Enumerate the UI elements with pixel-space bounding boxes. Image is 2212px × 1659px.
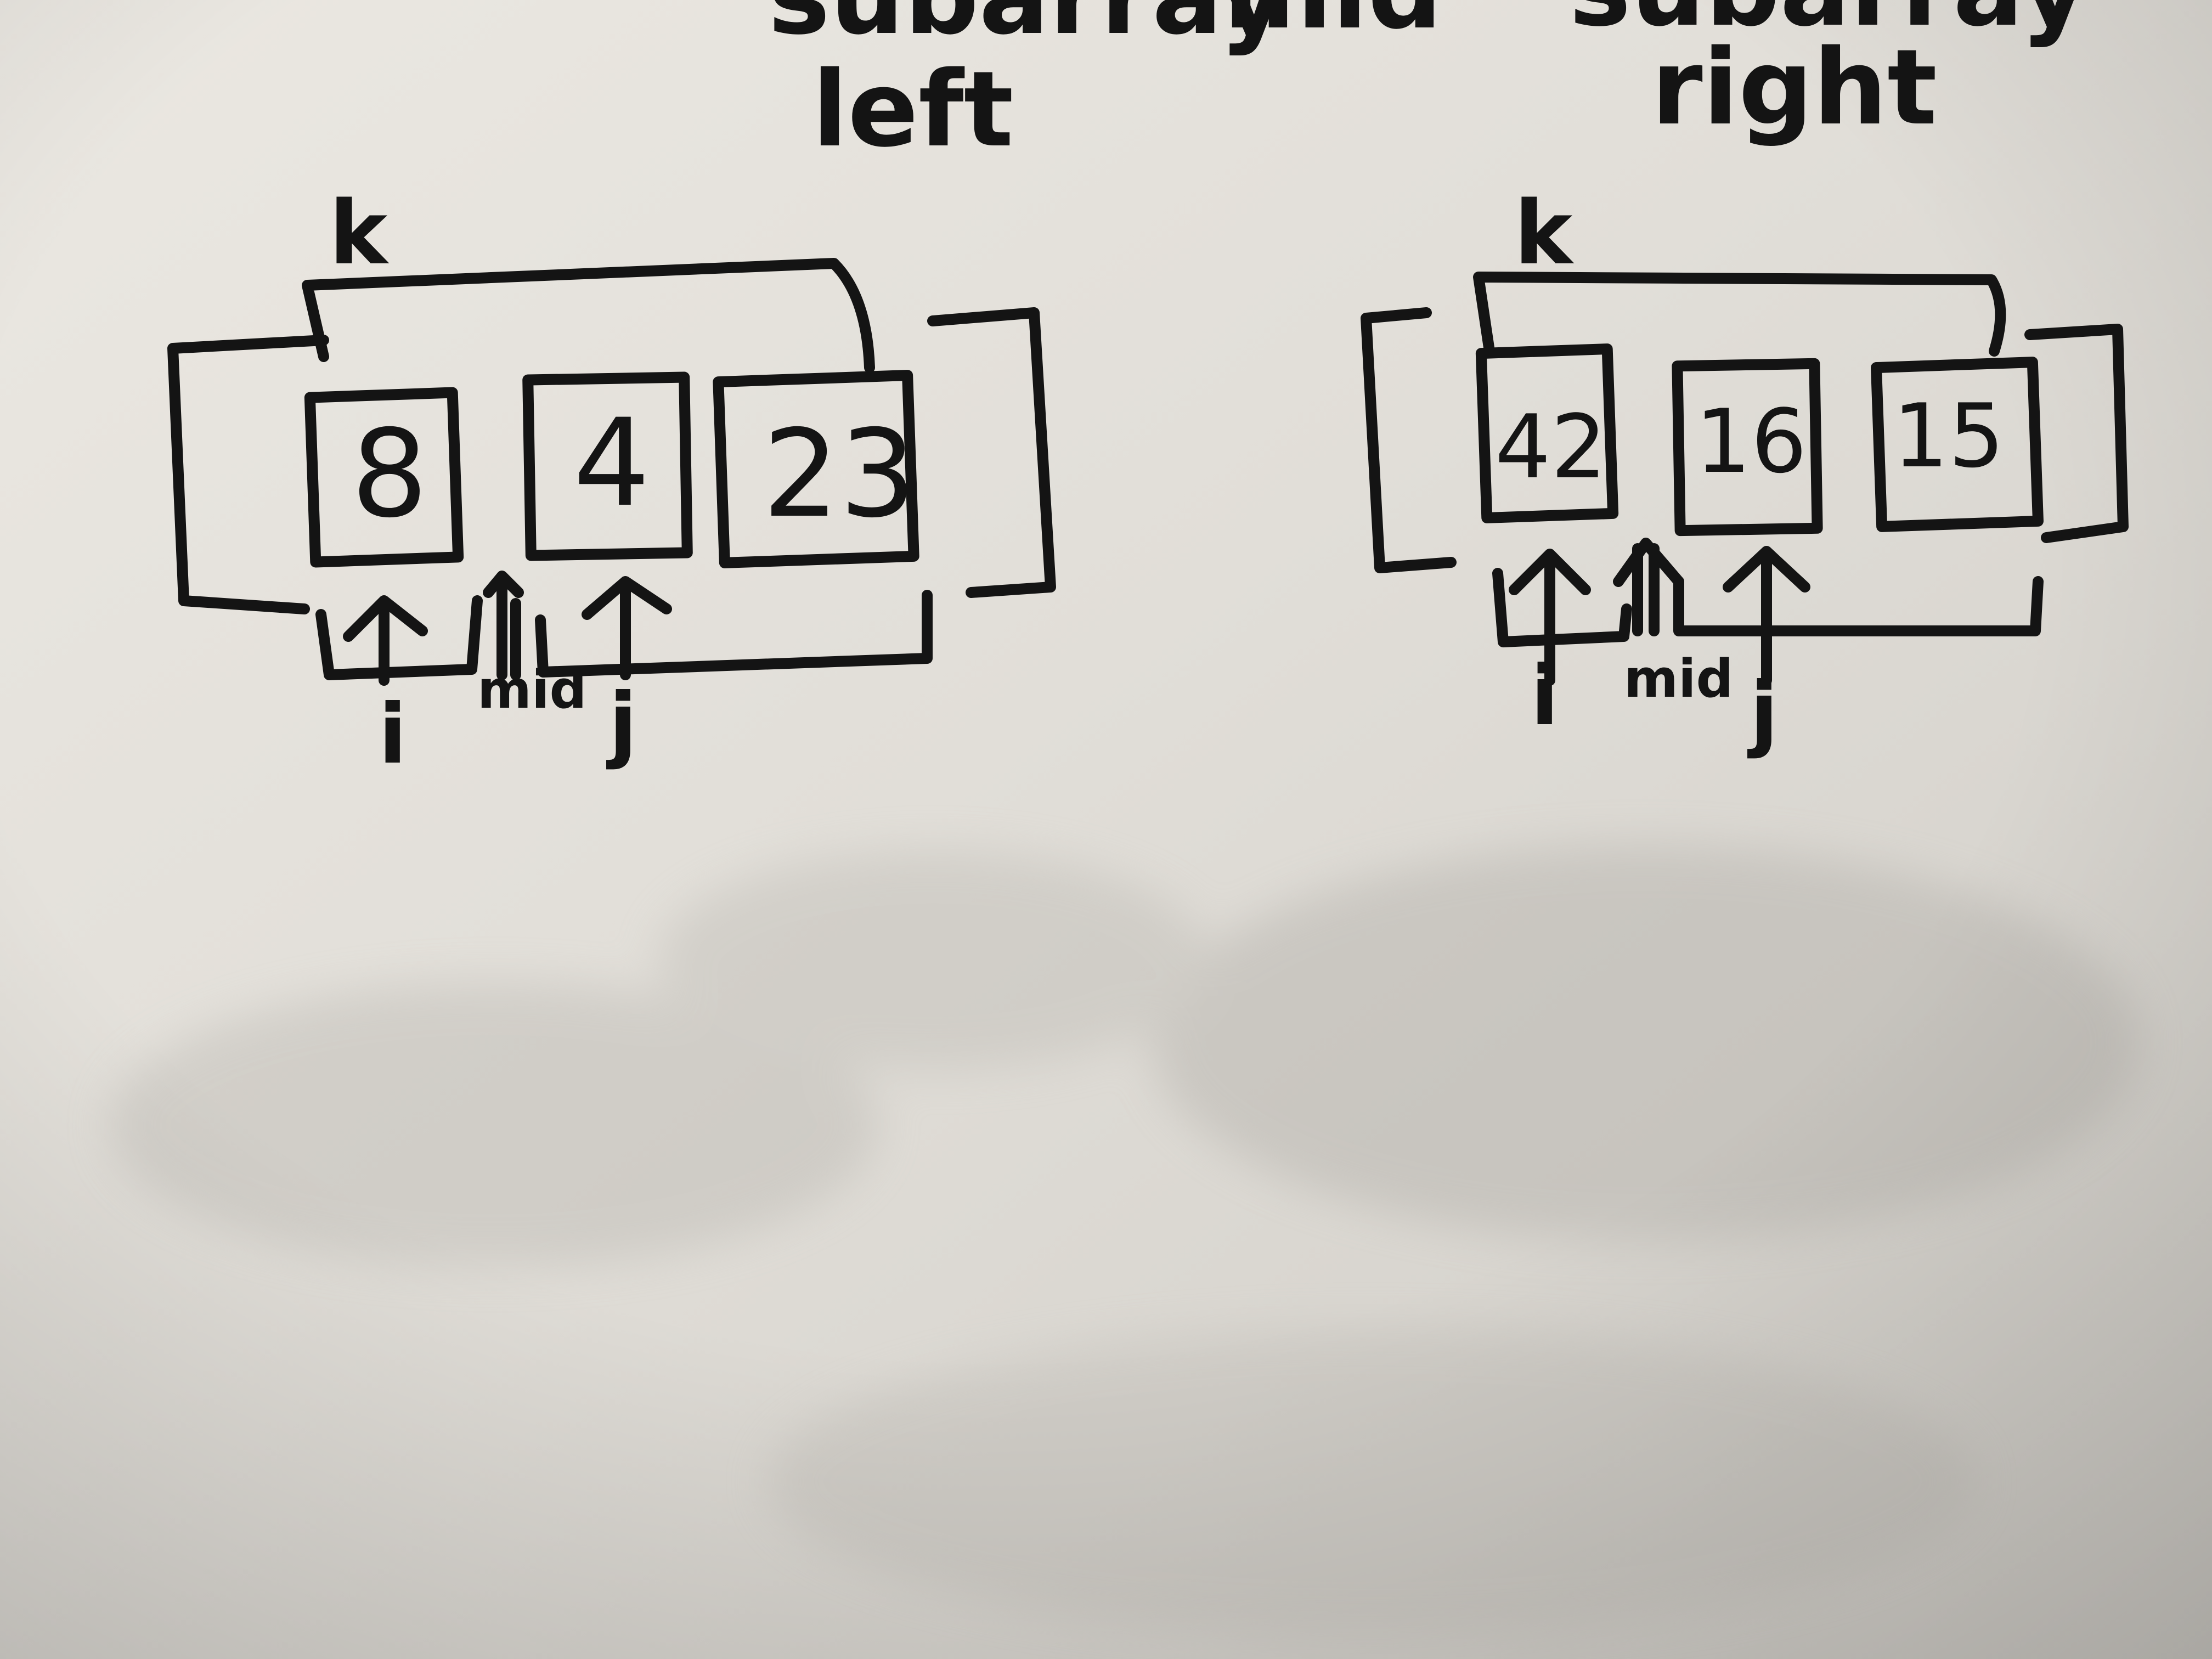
right-bottom-bracket bbox=[1492, 568, 2044, 647]
right-cell-1 bbox=[1475, 343, 1619, 523]
left-pointer-i: i bbox=[379, 687, 407, 782]
left-pointer-j: j bbox=[606, 676, 637, 771]
left-cell-2 bbox=[522, 371, 693, 561]
left-cell-3 bbox=[713, 370, 919, 568]
left-k-bracket bbox=[302, 258, 875, 373]
left-cell-1 bbox=[304, 387, 464, 568]
left-value-1: 8 bbox=[351, 404, 428, 544]
right-pointer-i: i bbox=[1531, 648, 1559, 744]
right-k-label: k bbox=[1514, 182, 1575, 284]
header-right-label: right bbox=[1651, 27, 1937, 148]
right-cell-2 bbox=[1672, 358, 1823, 537]
right-pointer-i-arrow bbox=[1509, 549, 1591, 686]
right-value-3: 15 bbox=[1893, 385, 2005, 487]
left-pointer-i-arrow bbox=[343, 595, 428, 686]
left-bottom-bracket bbox=[315, 590, 933, 680]
header-word-mid: mid bbox=[1223, 0, 1442, 52]
header-left-label: left bbox=[812, 49, 1013, 170]
header-word-subarray-left: subarray bbox=[768, 0, 1287, 58]
right-pointer-j-arrow bbox=[1723, 546, 1810, 686]
left-diagram: k 8 4 23 i mid j bbox=[167, 182, 1056, 782]
left-pointer-mid: mid bbox=[477, 660, 587, 720]
right-value-1: 42 bbox=[1495, 396, 1607, 498]
header-cut-words: subarray mid subarray bbox=[768, 0, 2088, 58]
left-pointer-j-arrow bbox=[582, 576, 672, 680]
right-array-bracket-close bbox=[2024, 324, 2129, 543]
left-array-bracket-close bbox=[927, 307, 1056, 598]
header-word-subarray-right: subarray bbox=[1569, 0, 2088, 49]
right-k-bracket bbox=[1473, 272, 2006, 357]
right-pointer-mid: mid bbox=[1624, 649, 1734, 709]
right-cell-3 bbox=[1871, 357, 2044, 532]
left-value-3: 23 bbox=[763, 404, 916, 544]
right-diagram: k 42 16 15 i mid j bbox=[1361, 182, 2129, 760]
right-array-bracket-open bbox=[1361, 307, 1457, 573]
left-array-bracket-open bbox=[167, 335, 329, 614]
right-value-2: 16 bbox=[1695, 390, 1807, 493]
right-pointer-j: j bbox=[1747, 665, 1778, 760]
left-value-2: 4 bbox=[573, 393, 650, 533]
left-k-label: k bbox=[329, 182, 390, 284]
left-pointer-mid-arrow bbox=[483, 571, 524, 680]
right-pointer-mid-arrow bbox=[1613, 538, 1684, 636]
